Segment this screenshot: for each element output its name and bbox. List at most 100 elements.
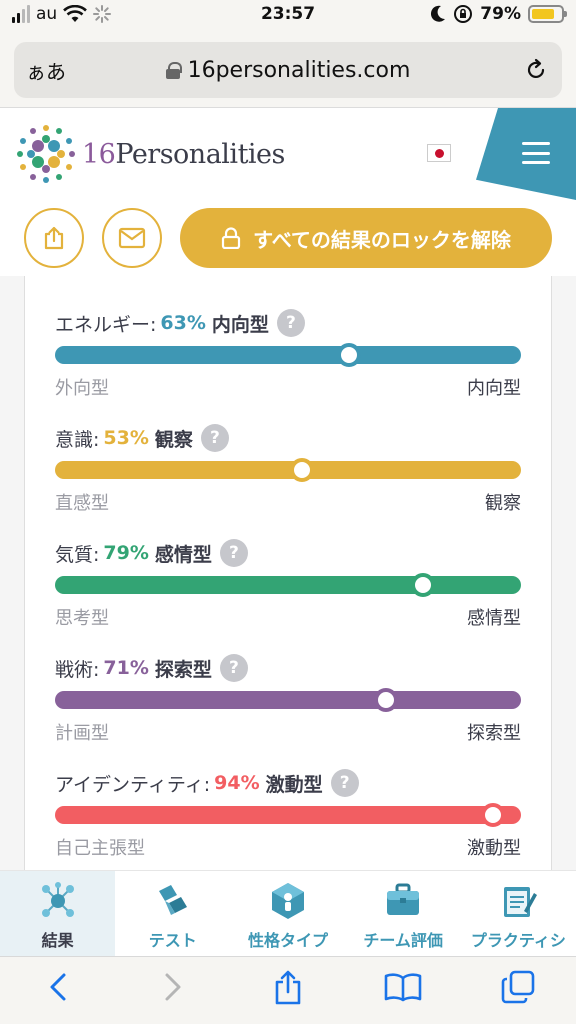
tab-test[interactable]: テスト [115, 871, 230, 957]
trait-right-label: 観察 [485, 493, 521, 514]
chevron-left-icon [50, 973, 66, 1000]
battery-icon [528, 5, 567, 23]
trait-percent: 79% [103, 542, 149, 564]
trait-percent: 53% [103, 427, 149, 449]
tab-personality-types[interactable]: 性格タイプ [230, 871, 345, 957]
trait-tactics: 戦術: 71% 探索型 ? 計画型 探索型 [55, 653, 523, 753]
notepad-icon [504, 887, 538, 917]
site-tab-bar: 結果 テスト 性格タイプ チーム評価 [0, 870, 576, 957]
trait-right-label: 探索型 [467, 723, 521, 744]
trait-right-label: 激動型 [467, 838, 521, 859]
forward-button[interactable] [153, 967, 193, 1007]
battery-percent: 79% [480, 4, 521, 24]
trait-type: 激動型 [265, 773, 323, 796]
trait-slider-knob [336, 343, 361, 367]
signal-icon [12, 5, 30, 23]
trait-bar [55, 458, 521, 482]
wifi-icon [63, 5, 88, 22]
moon-icon [431, 5, 446, 22]
help-icon[interactable]: ? [200, 424, 229, 452]
tab-results[interactable]: 結果 [0, 871, 116, 957]
logo-number: 16 [82, 138, 116, 170]
envelope-icon [118, 227, 146, 249]
trait-name: アイデンティティ: [55, 773, 211, 796]
lock-icon [165, 62, 182, 79]
trait-left-label: 外向型 [55, 378, 109, 399]
tabs-icon [502, 970, 535, 1003]
tab-label: プラクティシ [470, 931, 566, 950]
text-size-button[interactable]: ぁあ [26, 59, 66, 84]
padlock-icon [221, 227, 241, 249]
trait-identity: アイデンティティ: 94% 激動型 ? 自己主張型 激動型 [55, 768, 523, 868]
tab-label: チーム評価 [363, 931, 443, 950]
help-icon[interactable]: ? [219, 654, 248, 682]
tabs-button[interactable] [498, 967, 538, 1007]
browser-header: ぁあ 16personalities.com [0, 32, 576, 108]
tab-team-assessment[interactable]: チーム評価 [346, 871, 461, 957]
trait-type: 観察 [154, 428, 193, 451]
trait-energy: エネルギー: 63% 内向型 ? 外向型 内向型 [55, 308, 523, 408]
trait-name: 気質: [55, 543, 100, 566]
menu-button[interactable] [476, 108, 576, 200]
loading-icon [93, 5, 112, 23]
trait-percent: 71% [103, 657, 149, 679]
share-sheet-button[interactable] [268, 967, 308, 1007]
trait-slider-knob [481, 803, 506, 827]
share-button[interactable] [24, 208, 84, 268]
trait-slider-knob [373, 688, 398, 712]
logo-icon [17, 125, 75, 183]
logo[interactable]: 16Personalities [16, 124, 285, 184]
briefcase-icon [387, 883, 420, 915]
trait-slider-knob [289, 458, 314, 482]
rotation-lock-icon [454, 5, 473, 23]
trait-bar [55, 803, 521, 827]
help-icon[interactable]: ? [330, 769, 359, 797]
unlock-label: すべての結果のロックを解除 [253, 229, 511, 252]
email-button[interactable] [102, 208, 162, 268]
japan-flag-icon[interactable] [427, 144, 451, 162]
trait-type: 探索型 [154, 658, 212, 681]
tab-label: テスト [148, 931, 197, 950]
trait-nature: 気質: 79% 感情型 ? 思考型 感情型 [55, 538, 523, 638]
chevron-right-icon [165, 973, 181, 1000]
trait-left-label: 思考型 [55, 608, 109, 629]
action-row: すべての結果のロックを解除 [0, 200, 576, 276]
test-icon [158, 885, 187, 915]
personality-icon [271, 883, 304, 919]
trait-bar [55, 573, 521, 597]
help-icon[interactable]: ? [276, 309, 305, 337]
trait-bar [55, 343, 521, 367]
trait-left-label: 直感型 [55, 493, 109, 514]
trait-type: 感情型 [154, 543, 212, 566]
trait-right-label: 内向型 [467, 378, 521, 399]
trait-mind: 意識: 53% 観察 ? 直感型 観察 [55, 423, 523, 523]
bookmarks-button[interactable] [383, 967, 423, 1007]
clock: 23:57 [260, 4, 316, 24]
share-icon [275, 970, 301, 1004]
browser-toolbar [0, 956, 576, 1024]
tab-label: 結果 [41, 931, 74, 950]
trait-type: 内向型 [211, 313, 269, 336]
trait-name: 意識: [55, 428, 100, 451]
url-text[interactable]: 16personalities.com [187, 57, 411, 83]
trait-slider-knob [411, 573, 436, 597]
unlock-results-button[interactable]: すべての結果のロックを解除 [180, 208, 552, 268]
site-header: 16Personalities [0, 108, 576, 200]
tab-practice[interactable]: プラクティシ [461, 871, 576, 957]
trait-name: 戦術: [55, 658, 100, 681]
trait-percent: 94% [214, 772, 260, 794]
trait-percent: 63% [160, 312, 206, 334]
share-icon [44, 226, 64, 250]
reload-icon[interactable] [524, 58, 548, 82]
back-button[interactable] [38, 967, 78, 1007]
carrier-label: au [36, 4, 58, 24]
trait-left-label: 計画型 [55, 723, 109, 744]
address-bar[interactable]: ぁあ 16personalities.com [14, 42, 562, 98]
tab-label: 性格タイプ [247, 931, 328, 950]
help-icon[interactable]: ? [219, 539, 248, 567]
hamburger-icon [522, 142, 550, 164]
logo-word: Personalities [115, 138, 285, 170]
traits-card: エネルギー: 63% 内向型 ? 外向型 内向型 意識: 53% 観察 ? 直感… [24, 276, 552, 896]
status-bar: au 23:57 79% [0, 0, 576, 32]
book-icon [384, 972, 422, 1001]
